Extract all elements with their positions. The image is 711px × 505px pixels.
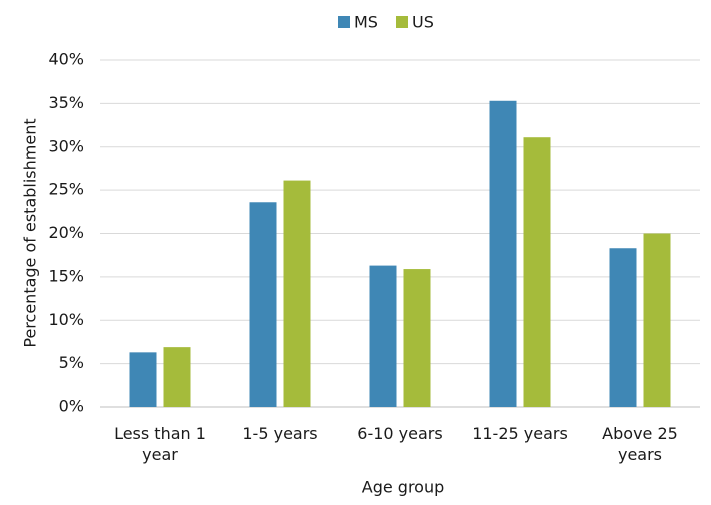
- legend-swatch: [338, 16, 350, 28]
- legend-label: MS: [354, 13, 378, 32]
- x-tick-label: 1-5 years: [242, 424, 318, 443]
- x-tick-label: Above 25 years: [602, 424, 678, 464]
- x-tick-label: 11-25 years: [472, 424, 568, 443]
- legend-label: US: [412, 13, 434, 32]
- bar: [369, 265, 397, 407]
- x-tick-label: 6-10 years: [357, 424, 443, 443]
- bar: [163, 347, 191, 407]
- y-tick-label: 25%: [48, 180, 84, 199]
- legend-swatch: [396, 16, 408, 28]
- y-tick-label: 15%: [48, 266, 84, 285]
- bar: [609, 248, 637, 407]
- y-tick-label: 10%: [48, 310, 84, 329]
- y-tick-label: 5%: [59, 353, 84, 372]
- x-tick-label: Less than 1 year: [114, 424, 206, 464]
- bar: [523, 137, 551, 407]
- y-tick-label: 30%: [48, 136, 84, 155]
- bar: [283, 180, 311, 407]
- y-tick-label: 20%: [48, 223, 84, 242]
- y-axis-title: Percentage of establishment: [21, 118, 40, 347]
- bar: [249, 202, 277, 407]
- bar: [643, 233, 671, 407]
- bar: [129, 352, 157, 407]
- y-tick-label: 0%: [59, 397, 84, 416]
- y-tick-label: 35%: [48, 93, 84, 112]
- y-tick-label: 40%: [48, 50, 84, 69]
- bar: [403, 269, 431, 407]
- x-axis-title: Age group: [362, 478, 445, 497]
- bar: [489, 100, 517, 408]
